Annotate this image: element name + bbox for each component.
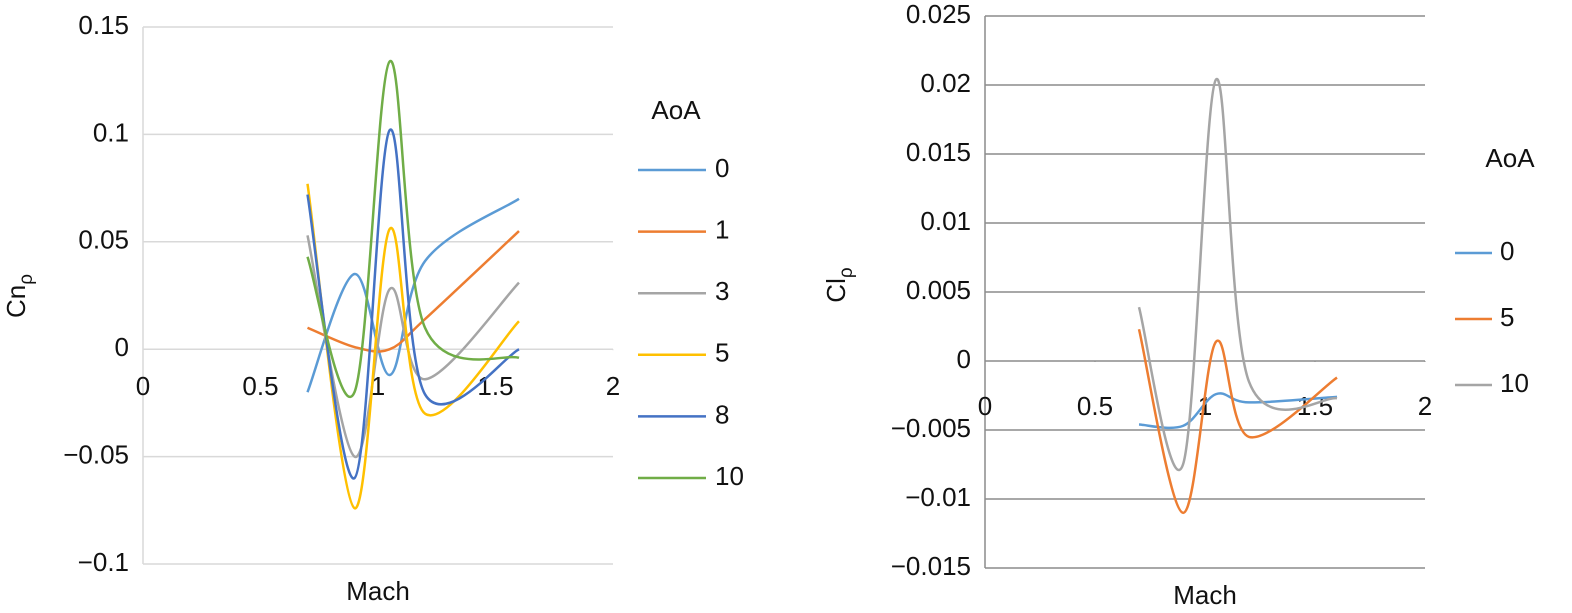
chart: −0.015−0.01−0.00500.0050.010.0150.020.02…	[821, 0, 1535, 610]
y-tick-label: 0.15	[78, 10, 129, 40]
y-tick-label: −0.005	[891, 413, 971, 443]
series-line	[306, 60, 520, 398]
series-line	[306, 183, 520, 510]
legend-title: AoA	[651, 95, 701, 125]
y-tick-label: −0.1	[78, 547, 129, 577]
y-tick-label: 0.05	[78, 225, 129, 255]
x-tick-label: 0.5	[1077, 391, 1113, 421]
y-tick-label: 0	[957, 344, 971, 374]
x-tick-label: 0	[136, 371, 150, 401]
legend-label: 1	[715, 214, 729, 244]
chart: −0.1 −0.05 0 0.05 0.1 0.15 0 0.5 1 1.5 2 Mach Cnρ AoA…	[1, 10, 744, 606]
series-line	[306, 197, 520, 393]
legend-label: 3	[715, 276, 729, 306]
y-tick-label: −0.01	[905, 482, 971, 512]
x-tick-label: 2	[606, 371, 620, 401]
series-line	[1137, 328, 1338, 515]
legend-label: 0	[715, 153, 729, 183]
y-tick-label: 0.015	[906, 137, 971, 167]
series-line	[306, 235, 520, 458]
series-line	[307, 230, 520, 353]
y-tick-label: −0.05	[63, 439, 129, 469]
y-tick-label: 0.01	[920, 206, 971, 236]
legend-label: 10	[1500, 368, 1529, 398]
y-axis-label: Clρ	[821, 267, 857, 303]
x-tick-label: 1.5	[477, 371, 513, 401]
y-axis-label: Cnρ	[1, 274, 37, 318]
y-tick-label: 0.025	[906, 0, 971, 29]
legend-title: AoA	[1485, 143, 1535, 173]
x-tick-label: 0.5	[242, 371, 278, 401]
y-tick-label: 0.005	[906, 275, 971, 305]
y-tick-label: 0.1	[93, 117, 129, 147]
y-tick-label: −0.015	[891, 551, 971, 581]
series-line	[1138, 392, 1338, 430]
series-line	[306, 128, 520, 480]
legend-label: 0	[1500, 236, 1514, 266]
legend-label: 10	[715, 461, 744, 491]
legend-label: 8	[715, 399, 729, 429]
y-tick-label: 0	[115, 332, 129, 362]
x-tick-label: 0	[978, 391, 992, 421]
x-axis-label: Mach	[1173, 580, 1237, 610]
legend-label: 5	[1500, 302, 1514, 332]
x-axis-label: Mach	[346, 576, 410, 606]
series-line	[1137, 78, 1338, 471]
legend-label: 5	[715, 338, 729, 368]
x-tick-label: 2	[1418, 391, 1432, 421]
y-tick-label: 0.02	[920, 68, 971, 98]
